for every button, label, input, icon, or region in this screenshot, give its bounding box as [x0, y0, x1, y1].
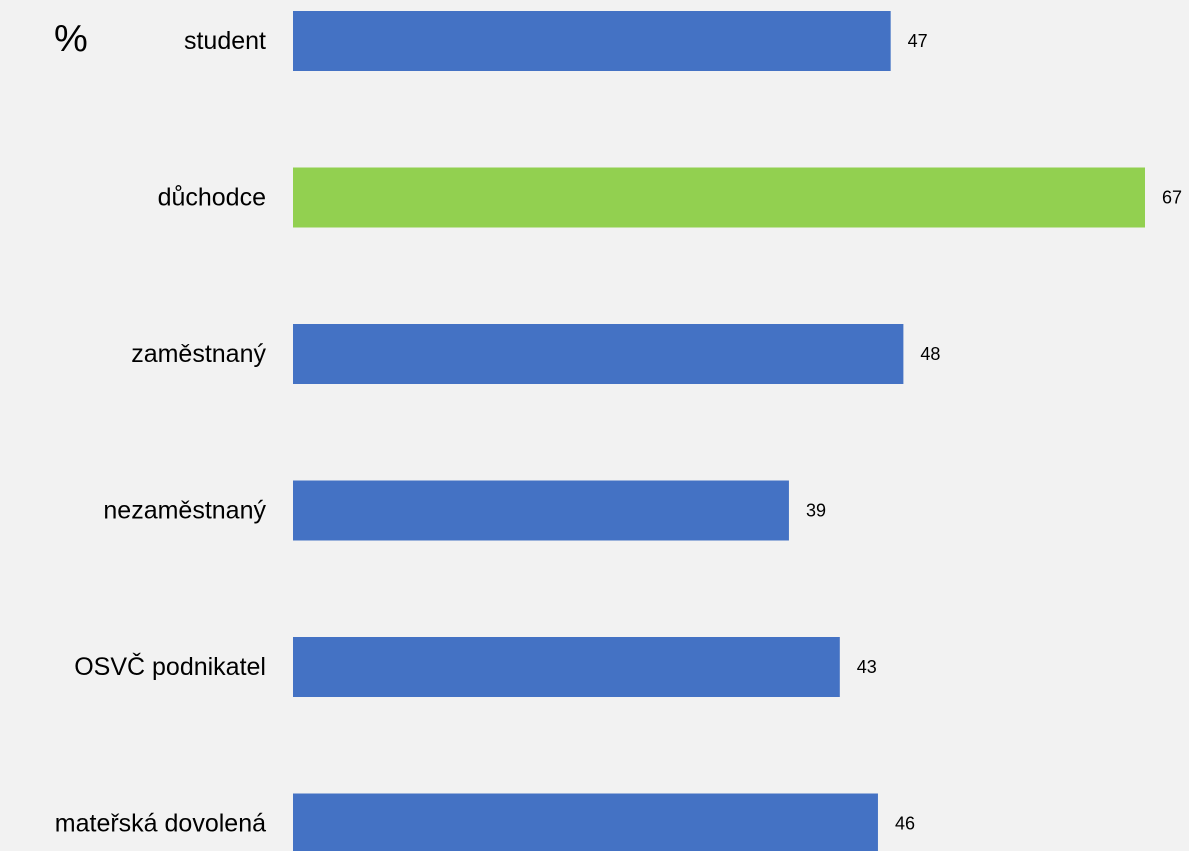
- data-label: 47: [908, 31, 928, 51]
- bar-4: [293, 637, 840, 697]
- unit-label: %: [54, 18, 88, 60]
- category-label: důchodce: [158, 184, 266, 212]
- bar-3: [293, 480, 789, 541]
- data-label: 48: [920, 344, 940, 364]
- data-label: 39: [806, 501, 826, 521]
- category-label: nezaměstnaný: [103, 497, 266, 525]
- category-label: mateřská dovolená: [55, 810, 266, 838]
- category-label: OSVČ podnikatel: [74, 652, 266, 681]
- category-label: student: [184, 27, 266, 55]
- bar-1: [293, 167, 1145, 228]
- bar-2: [293, 324, 904, 384]
- data-label: 46: [895, 814, 915, 834]
- data-label: 43: [857, 657, 877, 677]
- data-label: 67: [1162, 188, 1182, 208]
- bar-5: [293, 793, 878, 851]
- category-label: zaměstnaný: [131, 340, 266, 368]
- labels-layer: student 47 důchodce 67 zaměstnaný 48 nezaměstn…: [55, 27, 1182, 838]
- bar-0: [293, 11, 891, 71]
- bars-layer: [293, 11, 1145, 851]
